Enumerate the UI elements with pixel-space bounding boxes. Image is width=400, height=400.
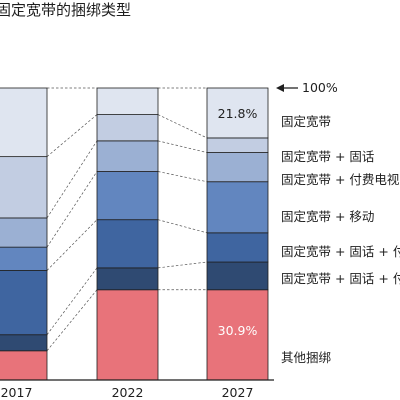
bar-segment-2027-0 [206,289,269,381]
bar-segment-2022-2 [96,219,159,269]
bar-segment-2022-4 [96,140,159,172]
connector-line [157,114,208,139]
bar-segment-2027-1 [206,261,269,291]
legend-label-4: 固定宽带 + 付费电视 [281,172,400,187]
bar-segment-2017-3 [0,246,48,271]
bar-segment-2022-6 [96,87,159,115]
x-tick-label-2027: 2027 [222,385,254,400]
bar-segment-2017-5 [0,156,48,219]
bar-segment-2022-5 [96,114,159,142]
bar-segment-2027-6 [206,87,269,139]
x-tick-label-2017: 2017 [1,385,33,400]
legend-label-6: 固定宽带 [281,114,331,129]
bar-segment-2017-6 [0,87,48,158]
connector-line [157,219,208,234]
connector-line [157,171,208,183]
connector-line [157,140,208,153]
bar-segment-2017-2 [0,270,48,336]
connector-lines [46,87,208,352]
bar-segment-2022-3 [96,171,159,221]
bar-segment-2022-0 [96,289,159,381]
bar-segment-2027-3 [206,181,269,234]
marker-arrow-icon [276,84,284,92]
legend-label-2: 固定宽带 + 固话 + 付 [281,244,400,259]
chart-title: 固定宽带的捆绑类型 [0,1,132,19]
connector-line [46,219,98,271]
bars [0,87,269,381]
connector-line [157,261,208,269]
legend-label-0: 其他捆绑 [281,350,331,365]
legend-label-3: 固定宽带 + 移动 [281,209,374,224]
connector-line [46,171,98,248]
x-axis: 2017 2022 2027 [0,379,274,400]
segment-label-0: 30.9% [218,323,258,338]
connector-line [46,114,98,157]
connector-line [46,289,98,352]
top-marker: 100% [276,80,338,95]
bar-segment-2022-1 [96,267,159,291]
marker-label: 100% [302,80,338,95]
legend-label-5: 固定宽带 + 固话 [281,149,374,164]
segment-label-6: 21.8% [218,106,258,121]
bar-segment-2017-1 [0,334,48,352]
x-tick-label-2022: 2022 [112,385,144,400]
connector-line [46,140,98,219]
bar-segment-2017-4 [0,217,48,248]
segment-value-labels: 30.9% 21.8% [218,106,258,338]
connector-line [46,267,98,335]
bar-segment-2027-2 [206,232,269,263]
legend-label-1: 固定宽带 + 固话 + 付 [281,271,400,286]
bar-segment-2027-4 [206,152,269,183]
bar-segment-2017-0 [0,350,48,381]
bar-segment-2027-5 [206,137,269,153]
